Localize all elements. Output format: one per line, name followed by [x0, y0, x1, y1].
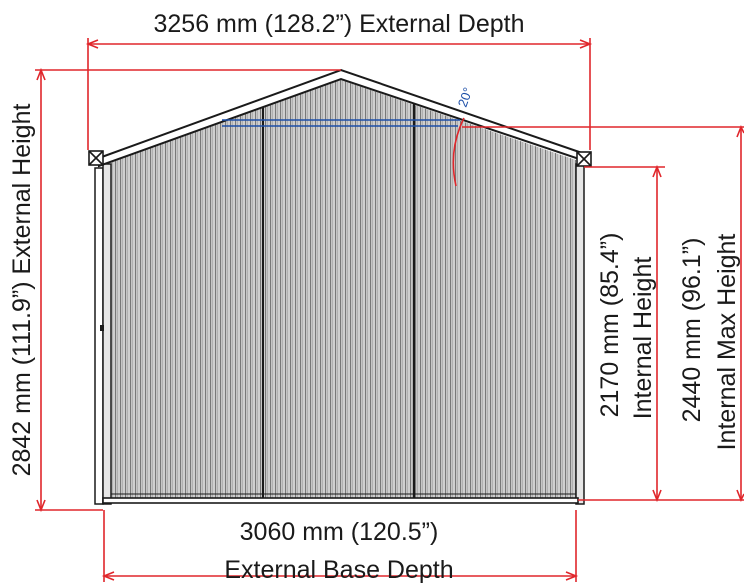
shed-body — [88, 68, 592, 505]
corner-posts — [94, 163, 585, 505]
roof-angle-indicator: 20° — [452, 85, 476, 187]
door-handle — [100, 325, 104, 331]
gable-corner-boxes — [88, 150, 592, 167]
corrugated-wall-panels — [111, 80, 576, 500]
external-base-depth-label: External Base Depth — [224, 556, 453, 584]
roof-angle-label: 20° — [455, 85, 476, 109]
internal-height-value: 2170 mm (85.4”) — [596, 233, 624, 418]
internal-beam-lines — [222, 119, 460, 127]
dimension-lines — [35, 38, 744, 582]
external-base-depth-value: 3060 mm (120.5”) — [240, 518, 439, 546]
external-height-label: 2842 mm (111.9”) External Height — [8, 104, 36, 477]
internal-height-label: Internal Height — [629, 257, 657, 420]
internal-max-height-label: Internal Max Height — [713, 234, 741, 451]
panel-dividers — [262, 104, 415, 500]
external-depth-label: 3256 mm (128.2”) External Depth — [153, 10, 524, 38]
roof-angle-arc — [452, 117, 465, 187]
internal-max-height-value: 2440 mm (96.1”) — [678, 238, 706, 423]
